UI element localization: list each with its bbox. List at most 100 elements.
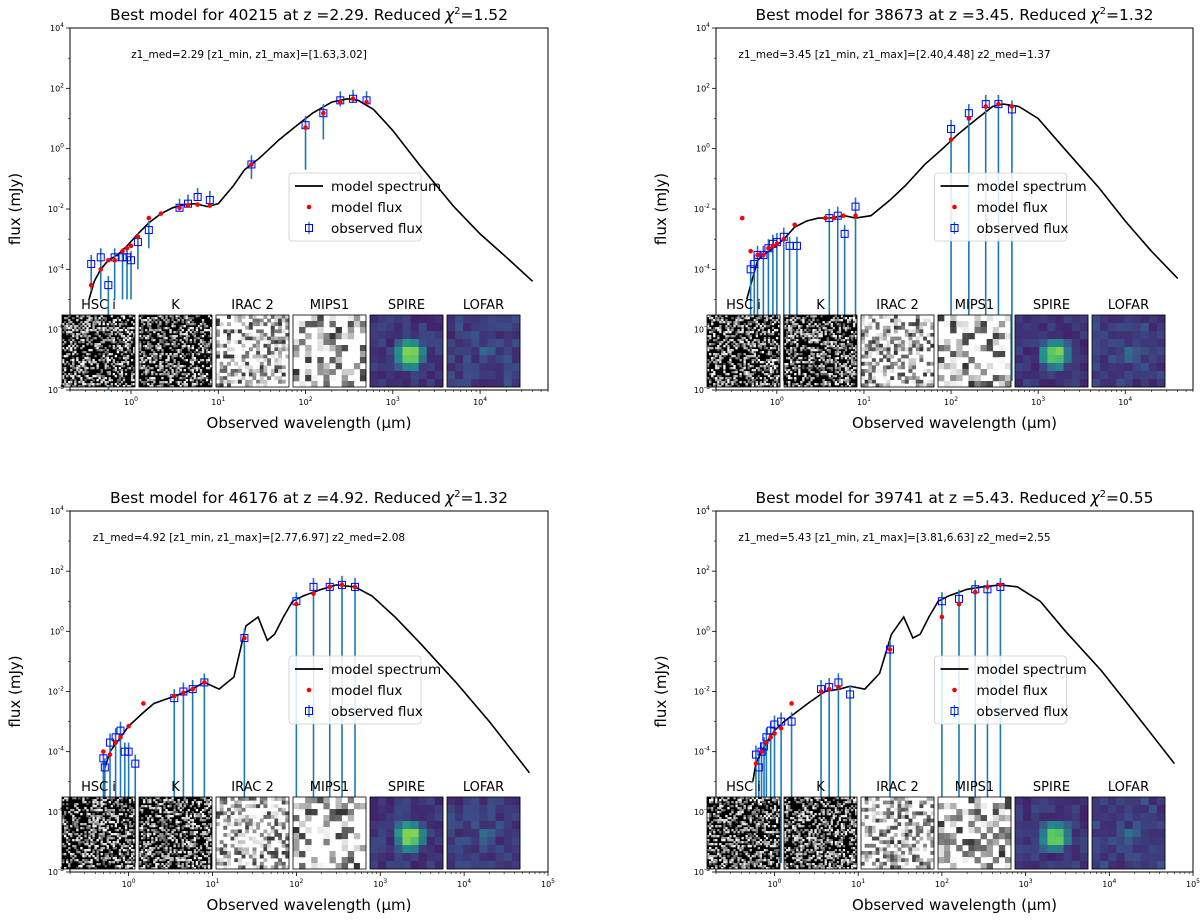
stamp-pixel (118, 369, 122, 372)
stamp-pixel (155, 845, 158, 848)
stamp-pixel (844, 345, 848, 348)
stamp-pixel (1124, 315, 1133, 324)
chi2-symbol: χ (1089, 6, 1100, 24)
stamp-pixel (163, 847, 166, 850)
stamp-pixel (915, 325, 920, 330)
stamp-pixel (737, 357, 740, 360)
stamp-pixel (118, 357, 122, 360)
stamp-pixel (76, 833, 79, 836)
stamp-pixel (205, 845, 209, 848)
stamp-pixel (72, 853, 75, 856)
stamp-pixel (757, 367, 761, 370)
stamp-pixel (908, 347, 913, 352)
stamp-pixel (248, 322, 253, 327)
stamp-pixel (169, 851, 172, 854)
stamp-pixel (743, 317, 746, 320)
stamp-pixel (378, 371, 387, 380)
stamp-pixel (832, 335, 835, 338)
stamp-pixel (223, 351, 228, 355)
stamp-pixel (201, 809, 205, 812)
stamp-pixel (82, 339, 85, 342)
stamp-pixel (846, 327, 850, 330)
stamp-pixel (110, 337, 113, 340)
x-tick-label: 100 (124, 396, 138, 407)
stamp-pixel (1124, 339, 1133, 348)
stamp-pixel (938, 357, 945, 364)
stamp-pixel (335, 333, 342, 340)
stamp-pixel (775, 329, 779, 332)
stamp-pixel (118, 347, 122, 350)
stamp-pixel (64, 355, 67, 358)
stamp-pixel (124, 329, 128, 332)
y-tick-exp: -8 (58, 384, 64, 391)
stamp-pixel (70, 349, 73, 352)
stamp-pixel (96, 809, 99, 812)
stamp-pixel (185, 359, 188, 362)
stamp-frame (61, 796, 136, 870)
stamp-pixel (159, 811, 162, 814)
stamp-pixel (84, 849, 87, 852)
stamp-pixel (487, 379, 496, 388)
stamp-pixel (846, 361, 850, 364)
stamp-pixel (74, 833, 77, 836)
stamp-pixel (209, 349, 213, 352)
stamp-pixel (189, 813, 193, 816)
stamp-pixel (118, 341, 122, 344)
stamp-pixel (761, 383, 765, 386)
stamp-pixel (175, 811, 178, 814)
stamp-pixel (777, 325, 781, 328)
stamp-pixel (1148, 379, 1158, 388)
stamp-pixel (76, 345, 79, 348)
stamp-pixel (263, 336, 268, 341)
stamp-pixel (1063, 347, 1073, 356)
y-tick-exp: -8 (58, 866, 64, 873)
stamp-pixel (725, 319, 728, 322)
stamp-pixel (86, 803, 89, 806)
stamp-pixel (1031, 323, 1040, 332)
stamp-pixel (908, 333, 913, 337)
stamp-pixel (124, 825, 128, 828)
stamp-pixel (169, 847, 172, 850)
stamp-pixel (199, 345, 203, 348)
stamp-pixel (816, 353, 819, 356)
stamp-pixel (122, 379, 126, 382)
stamp-pixel (177, 851, 180, 854)
stamp-pixel (810, 321, 813, 324)
stamp-pixel (151, 337, 154, 340)
stamp-pixel (179, 857, 182, 860)
stamp-pixel (139, 347, 142, 350)
stamp-pixel (729, 361, 732, 364)
stamp-pixel (149, 333, 152, 336)
stamp-pixel (230, 797, 235, 801)
stamp-pixel (897, 372, 902, 377)
stamp-pixel (143, 841, 146, 844)
stamp-pixel (199, 341, 203, 344)
stamp-pixel (226, 329, 231, 334)
stamp-pixel (94, 799, 97, 802)
stamp-pixel (234, 361, 239, 366)
stamp-pixel (810, 315, 813, 318)
stamp-pixel (132, 349, 136, 352)
stamp-pixel (80, 867, 83, 870)
stamp-pixel (193, 341, 197, 344)
stamp-pixel (96, 327, 99, 330)
stamp-pixel (1092, 315, 1101, 324)
stamp-pixel (806, 385, 809, 388)
stamp-pixel (189, 341, 193, 344)
observed-flux-point (309, 582, 318, 591)
stamp-pixel (804, 361, 807, 364)
stamp-pixel (104, 327, 107, 330)
stamp-pixel (840, 381, 844, 384)
stamp-pixel (747, 379, 750, 382)
stamp-pixel (130, 373, 134, 376)
stamp-frame (292, 314, 367, 388)
stamp-pixel (183, 819, 186, 822)
stamp-pixel (263, 365, 268, 370)
stamp-pixel (739, 373, 742, 376)
stamp-pixel (70, 383, 73, 386)
stamp-pixel (802, 379, 805, 382)
stamp-pixel (944, 381, 951, 388)
stamp-pixel (116, 379, 120, 382)
stamp-pixel (930, 333, 935, 337)
stamp-pixel (147, 331, 150, 334)
